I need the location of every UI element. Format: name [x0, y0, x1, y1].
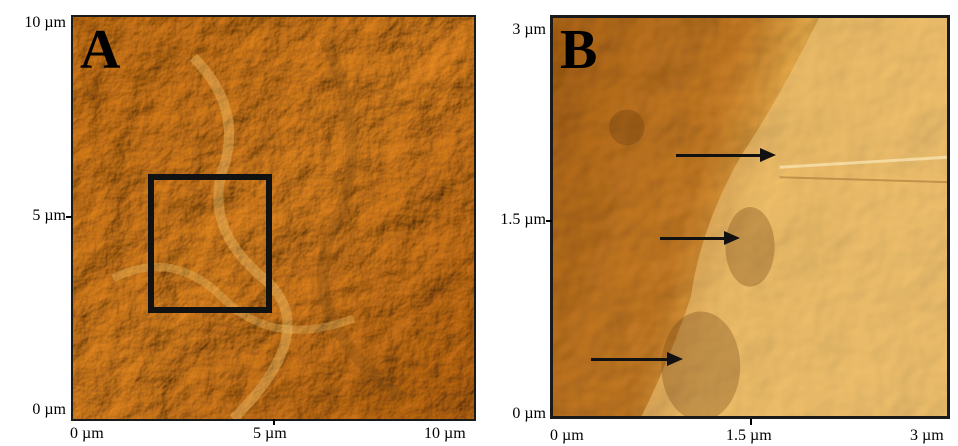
- afm-image-b: [550, 15, 950, 419]
- y-tick-b-0: 0 µm: [512, 405, 546, 422]
- afm-texture-b: [553, 18, 947, 416]
- x-tick-a-0: 0 µm: [70, 425, 104, 442]
- x-tick-b-0: 0 µm: [550, 427, 584, 444]
- x-tick-mark-a-5: [273, 419, 275, 425]
- x-tick-mark-b-1-5: [750, 419, 752, 425]
- x-tick-b-3: 3 µm: [910, 427, 944, 444]
- panel-label-a: A: [80, 19, 121, 81]
- panel-a: A 10 µm 5 µm 0 µm 0 µm 5 µm 10 µm: [24, 14, 476, 442]
- x-tick-a-5: 5 µm: [253, 425, 287, 442]
- afm-texture-a: [73, 17, 474, 419]
- y-tick-mark-a-5: [66, 216, 72, 218]
- arrow-indicator-1: [676, 148, 776, 162]
- panel-b: B 3 µm 1.5 µm 0 µm 0 µm 1.5 µm 3 µm: [490, 0, 958, 446]
- afm-image-a: [71, 15, 476, 421]
- y-tick-a-5: 5 µm: [32, 207, 66, 224]
- x-tick-a-10: 10 µm: [424, 425, 466, 442]
- arrow-indicator-2: [660, 231, 740, 245]
- panel-label-b: B: [560, 19, 598, 81]
- zoom-region-box: [148, 174, 272, 313]
- y-tick-a-0: 0 µm: [32, 401, 66, 418]
- y-tick-b-3: 3 µm: [512, 21, 546, 38]
- x-tick-b-1-5: 1.5 µm: [726, 427, 772, 444]
- arrow-indicator-3: [591, 352, 683, 366]
- y-tick-b-1-5: 1.5 µm: [500, 211, 546, 228]
- y-tick-mark-b-1-5: [546, 220, 552, 222]
- y-tick-a-10: 10 µm: [24, 14, 66, 31]
